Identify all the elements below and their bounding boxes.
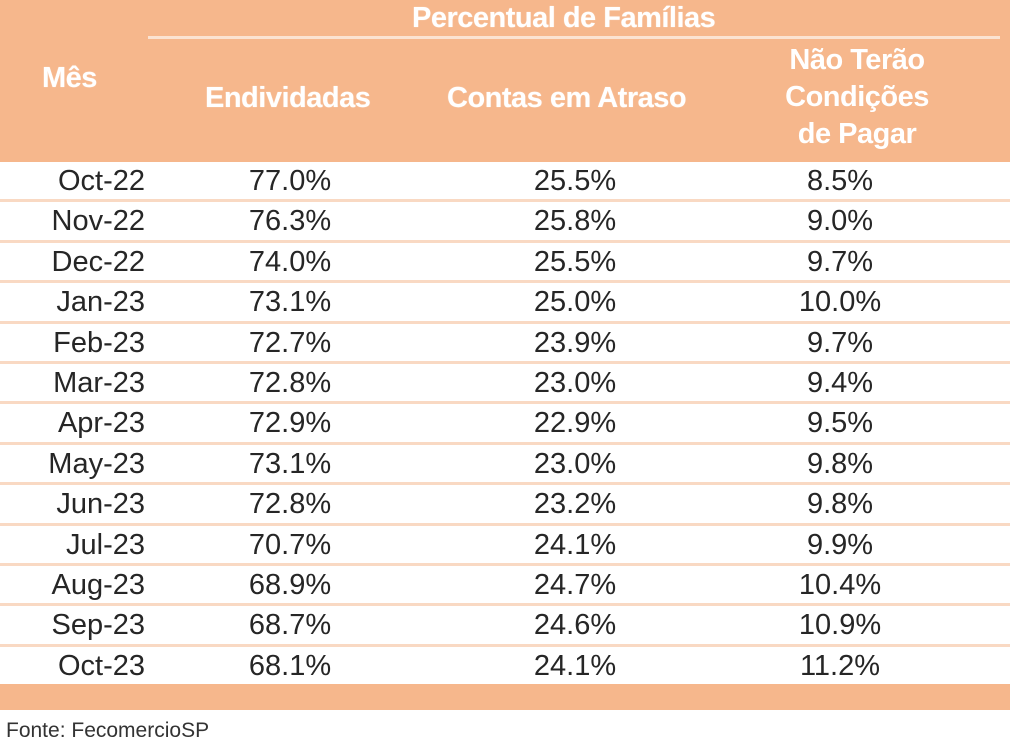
cell-mes: Sep-23 [51, 609, 145, 642]
cell-nao-pagar: 9.4% [806, 366, 874, 399]
table-row: Sep-23 68.7% 24.6% 10.9% [0, 606, 1010, 647]
group-header-divider [148, 36, 1000, 39]
cell-nao-pagar: 9.9% [806, 528, 874, 561]
cell-endividadas: 70.7% [248, 528, 332, 561]
cell-contas-atraso: 24.6% [533, 609, 617, 642]
cell-mes: Oct-22 [57, 165, 145, 197]
cell-endividadas: 76.3% [248, 205, 332, 238]
group-header-percentual: Percentual de Famílias [412, 2, 716, 34]
cell-endividadas: 72.8% [248, 366, 332, 399]
cell-endividadas: 68.9% [248, 568, 332, 601]
cell-mes: Dec-22 [51, 245, 146, 278]
cell-nao-pagar: 10.9% [798, 609, 882, 642]
table-row: May-23 73.1% 23.0% 9.8% [0, 445, 1010, 486]
cell-nao-pagar: 8.5% [806, 165, 874, 197]
column-header-endividadas: Endividadas [205, 82, 371, 114]
cell-contas-atraso: 25.5% [533, 245, 617, 278]
cell-nao-pagar: 10.0% [798, 286, 882, 319]
cell-mes: Feb-23 [53, 326, 145, 359]
table-row: Oct-23 68.1% 24.1% 11.2% [0, 647, 1010, 687]
table-row: Dec-22 74.0% 25.5% 9.7% [0, 243, 1010, 284]
cell-endividadas: 74.0% [248, 245, 332, 278]
table-row: Oct-22 77.0% 25.5% 8.5% [0, 162, 1010, 203]
column-header-nao-pagar-line3: de Pagar [797, 118, 917, 150]
cell-nao-pagar: 10.4% [798, 568, 882, 601]
cell-endividadas: 72.8% [248, 488, 332, 521]
table-row: Jul-23 70.7% 24.1% 9.9% [0, 526, 1010, 566]
cell-mes: Jun-23 [56, 488, 145, 521]
table-row: Jun-23 72.8% 23.2% 9.8% [0, 485, 1010, 526]
cell-contas-atraso: 25.8% [533, 205, 617, 238]
cell-endividadas: 72.7% [248, 326, 332, 359]
cell-mes: May-23 [48, 447, 145, 480]
cell-nao-pagar: 9.5% [806, 407, 874, 440]
cell-mes: Oct-23 [57, 649, 145, 682]
table-row: Apr-23 72.9% 22.9% 9.5% [0, 404, 1010, 445]
cell-contas-atraso: 23.2% [533, 488, 617, 521]
cell-contas-atraso: 22.9% [533, 407, 617, 440]
table-body: Oct-22 77.0% 25.5% 8.5% Nov-22 76.3% 25.… [0, 162, 1010, 687]
cell-nao-pagar: 9.7% [806, 245, 874, 278]
cell-endividadas: 72.9% [248, 407, 332, 440]
cell-mes: Jan-23 [56, 286, 145, 319]
table-row: Aug-23 68.9% 24.7% 10.4% [0, 566, 1010, 607]
column-header-nao-pagar-line1: Não Terão [789, 44, 925, 76]
column-header-nao-pagar: Não Terão Condições de Pagar [752, 42, 962, 153]
cell-nao-pagar: 11.2% [799, 649, 881, 682]
data-table: Percentual de Famílias Mês Endividadas C… [0, 0, 1010, 687]
cell-endividadas: 73.1% [248, 286, 332, 319]
table-row: Nov-22 76.3% 25.8% 9.0% [0, 202, 1010, 243]
table-row: Feb-23 72.7% 23.9% 9.7% [0, 324, 1010, 364]
table-header: Percentual de Famílias Mês Endividadas C… [0, 0, 1010, 162]
column-header-nao-pagar-line2: Condições [785, 81, 929, 113]
cell-nao-pagar: 9.8% [806, 447, 874, 480]
cell-endividadas: 68.1% [248, 649, 332, 682]
cell-contas-atraso: 23.0% [533, 366, 617, 399]
cell-mes: Nov-22 [51, 205, 146, 238]
cell-mes: Apr-23 [57, 407, 145, 440]
cell-nao-pagar: 9.0% [806, 205, 874, 238]
cell-contas-atraso: 23.9% [533, 326, 617, 359]
cell-endividadas: 68.7% [248, 609, 332, 642]
table-footer-bar [0, 684, 1010, 710]
cell-endividadas: 73.1% [248, 447, 332, 480]
cell-mes: Aug-23 [51, 568, 145, 601]
column-header-mes: Mês [42, 62, 97, 94]
cell-contas-atraso: 25.0% [533, 286, 617, 319]
cell-contas-atraso: 24.7% [533, 568, 617, 601]
cell-contas-atraso: 24.1% [533, 528, 617, 561]
cell-nao-pagar: 9.7% [806, 326, 874, 359]
source-note: Fonte: FecomercioSP [6, 719, 210, 742]
cell-contas-atraso: 25.5% [533, 165, 617, 197]
table-row: Mar-23 72.8% 23.0% 9.4% [0, 364, 1010, 405]
cell-nao-pagar: 9.8% [806, 488, 874, 521]
cell-endividadas: 77.0% [248, 165, 332, 197]
cell-contas-atraso: 23.0% [533, 447, 617, 480]
cell-mes: Mar-23 [53, 366, 145, 399]
cell-contas-atraso: 24.1% [533, 649, 617, 682]
table-row: Jan-23 73.1% 25.0% 10.0% [0, 283, 1010, 324]
cell-mes: Jul-23 [66, 528, 145, 561]
column-header-contas-atraso: Contas em Atraso [447, 82, 687, 114]
